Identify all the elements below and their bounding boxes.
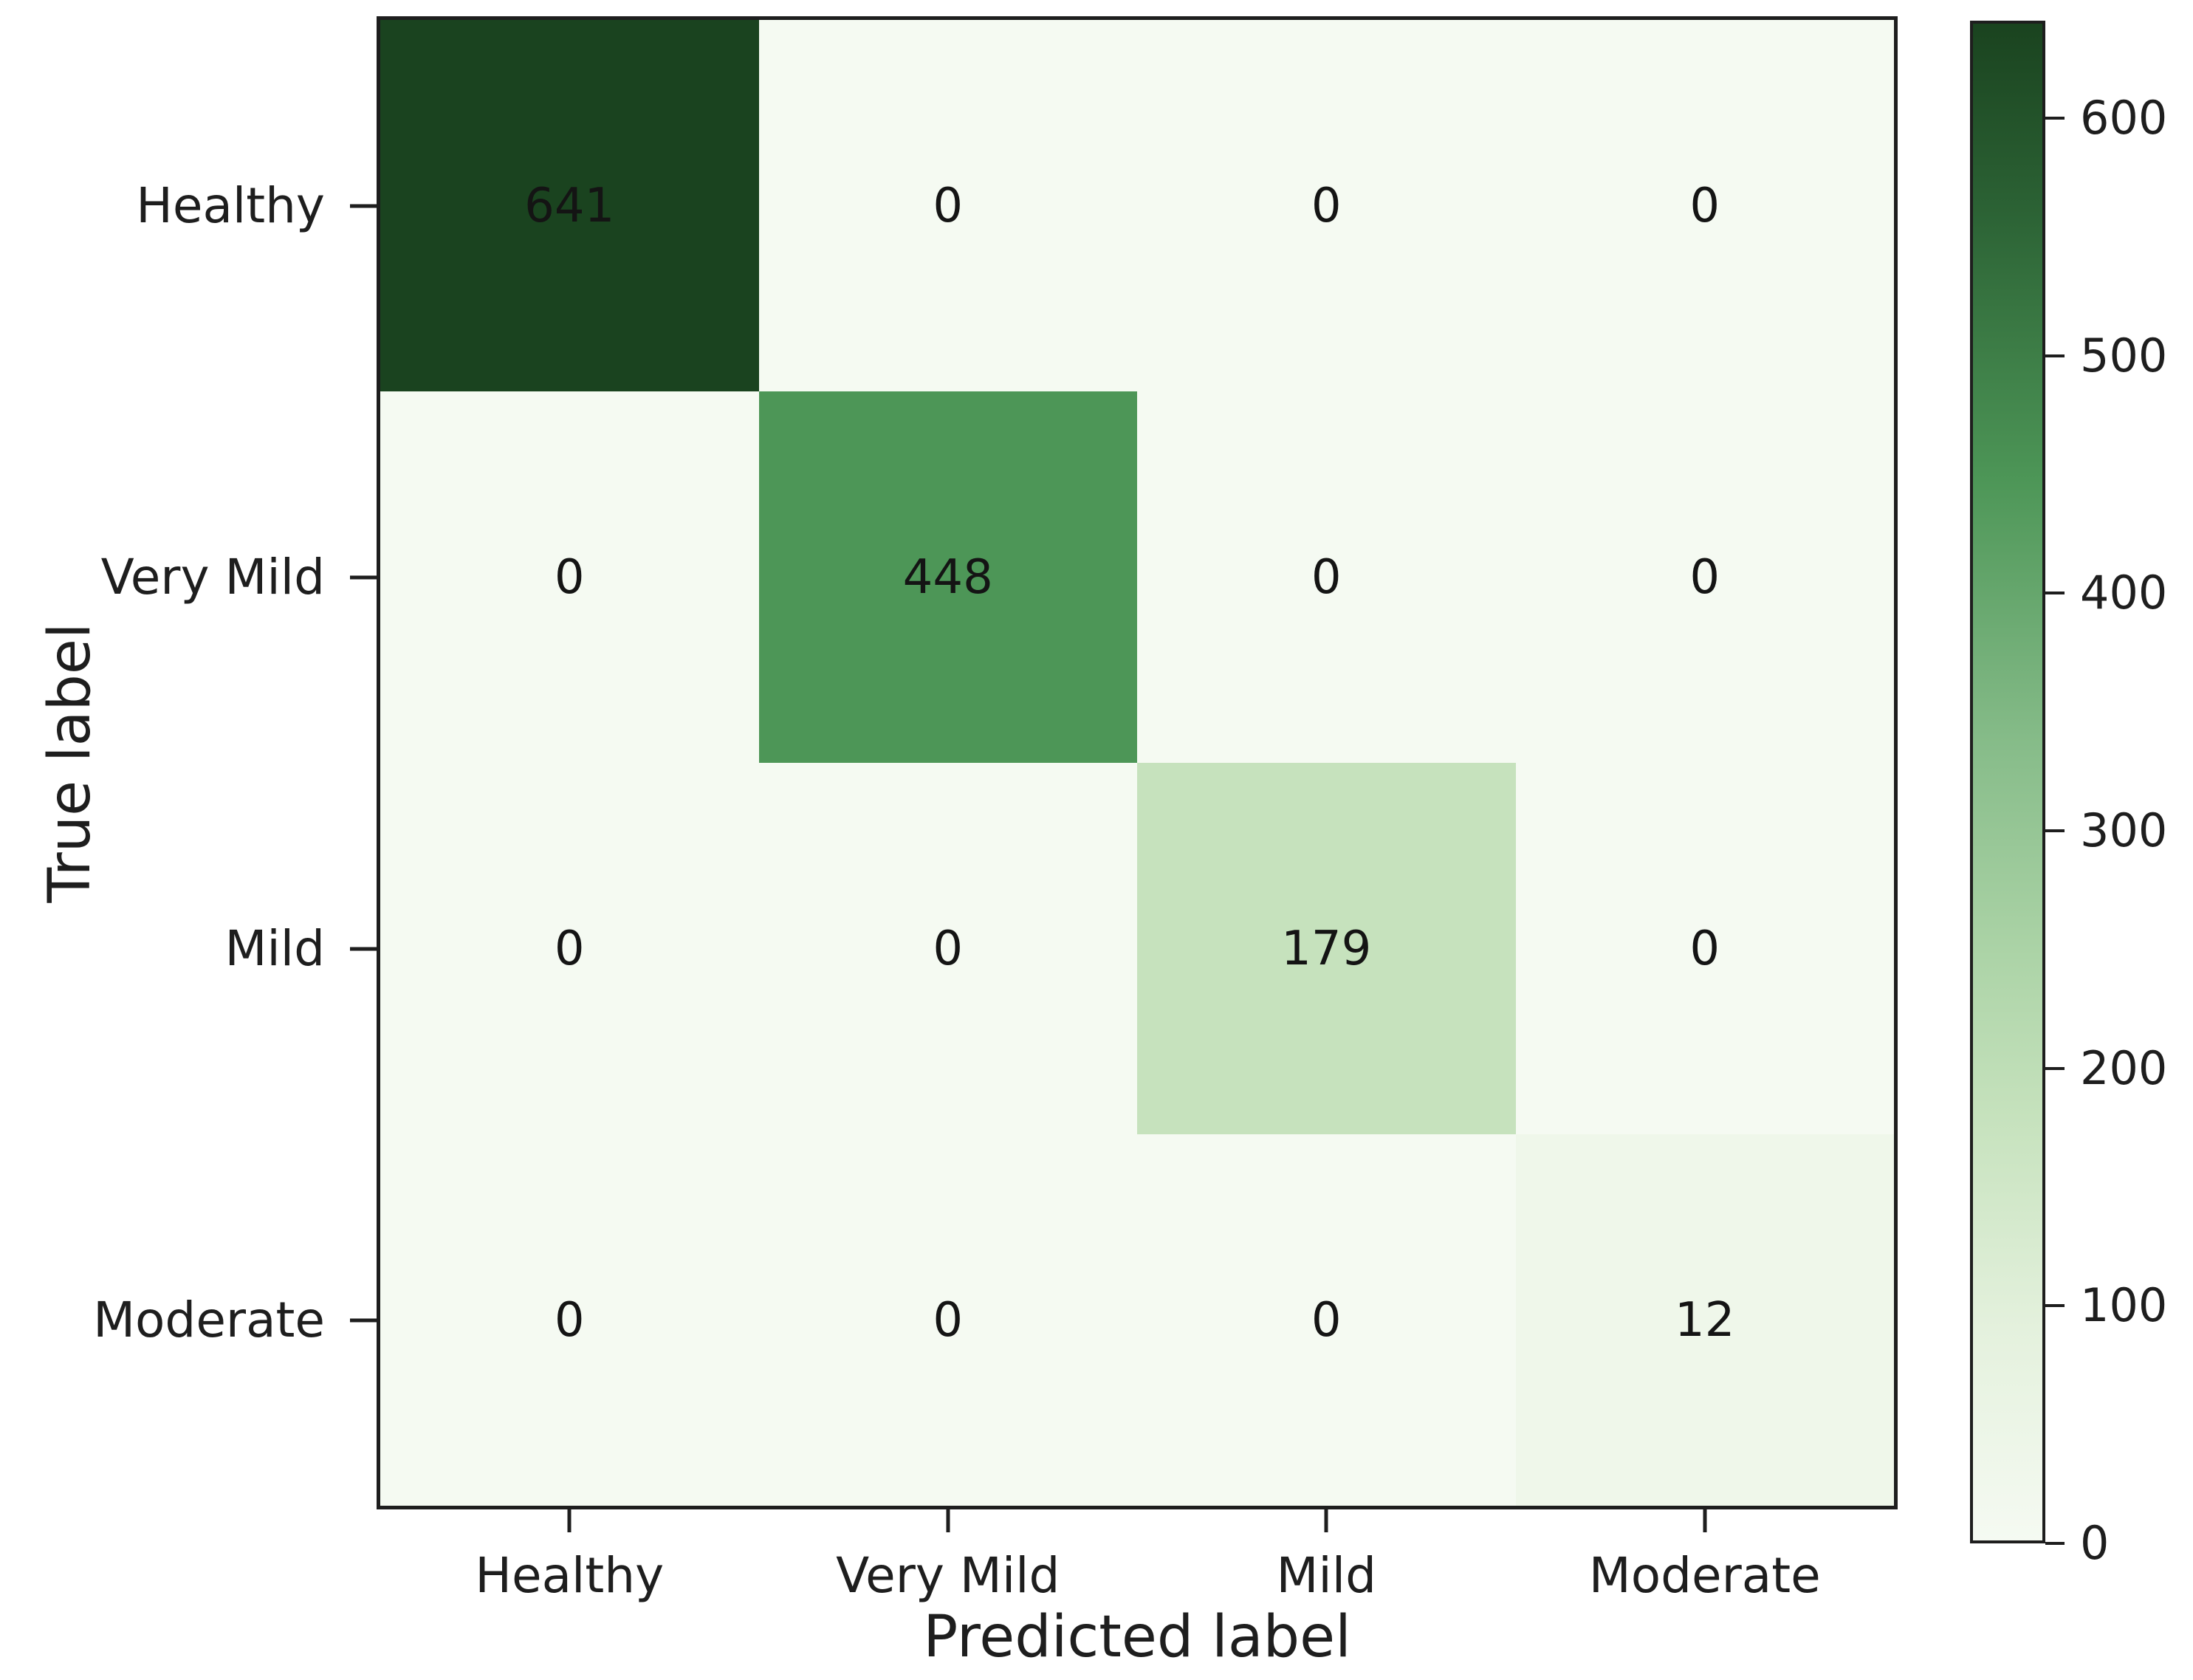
cell-value: 448 (902, 549, 993, 605)
cell-value: 12 (1675, 1292, 1735, 1348)
cell-value: 0 (554, 921, 585, 976)
colorbar-scale: 0 100 200 300 400 500 600 (2045, 21, 2193, 1566)
cell-value: 0 (1689, 549, 1720, 605)
y-tick-label: Mild (224, 919, 325, 977)
y-tick-label: Very Mild (100, 548, 325, 606)
x-tick-label: Very Mild (836, 1547, 1060, 1604)
heatmap-cell (1137, 20, 1516, 391)
heatmap-cell (1137, 763, 1516, 1134)
colorbar-tick-mark (2045, 829, 2065, 832)
y-tick-mark (350, 204, 377, 208)
heatmap-cell (758, 20, 1137, 391)
y-tick-label: Healthy (136, 176, 325, 234)
heatmap-cell (1137, 391, 1516, 763)
heatmap-cell (1515, 763, 1894, 1134)
heatmap-cell (758, 391, 1137, 763)
colorbar-tick-mark (2045, 116, 2065, 120)
heatmap-cell (380, 20, 759, 391)
colorbar-tick-label: 200 (2080, 1040, 2168, 1095)
heatmap-cell (380, 763, 759, 1134)
x-tick-label: Healthy (475, 1547, 665, 1604)
colorbar-tick-label: 100 (2080, 1278, 2168, 1333)
heatmap-cell (1515, 391, 1894, 763)
heatmap-cell (380, 391, 759, 763)
heatmap-grid (380, 20, 1894, 1506)
y-tick-mark (350, 1318, 377, 1322)
x-tick-label: Mild (1276, 1547, 1377, 1604)
colorbar (1970, 21, 2045, 1543)
heatmap-cell (1515, 1134, 1894, 1506)
y-tick-mark (350, 947, 377, 950)
colorbar-tick-mark (2045, 354, 2065, 357)
cell-value: 0 (933, 178, 964, 233)
cell-value: 0 (1689, 178, 1720, 233)
cell-value: 0 (1311, 1292, 1342, 1348)
colorbar-tick-label: 0 (2080, 1516, 2110, 1570)
cell-value: 0 (1311, 178, 1342, 233)
colorbar-tick-label: 600 (2080, 90, 2168, 145)
heatmap-cell (758, 763, 1137, 1134)
cell-value: 0 (554, 549, 585, 605)
y-axis-title: True label (37, 623, 103, 903)
heatmap-cell (1137, 1134, 1516, 1506)
heatmap-cell (380, 1134, 759, 1506)
cell-value: 179 (1281, 921, 1372, 976)
cell-value: 0 (1311, 549, 1342, 605)
x-tick-mark (567, 1506, 572, 1532)
y-tick-label: Moderate (93, 1291, 325, 1348)
cell-value: 0 (933, 921, 964, 976)
x-tick-label: Moderate (1588, 1547, 1821, 1604)
colorbar-tick-label: 400 (2080, 566, 2168, 620)
x-axis-title: Predicted label (923, 1604, 1351, 1670)
colorbar-tick-label: 500 (2080, 328, 2168, 383)
cell-value: 641 (524, 178, 615, 233)
colorbar-tick-mark (2045, 1542, 2065, 1545)
cell-value: 0 (554, 1292, 585, 1348)
heatmap-cell (1515, 20, 1894, 391)
x-tick-mark (1324, 1506, 1328, 1532)
heatmap-cell (758, 1134, 1137, 1506)
heatmap-plot-area: 641 0 0 0 0 448 0 0 0 0 179 0 0 0 0 12 Healthy Very Mild… (93, 16, 1898, 1600)
colorbar-tick-label: 300 (2080, 803, 2168, 857)
cell-value: 0 (933, 1292, 964, 1348)
x-tick-mark (1703, 1506, 1707, 1532)
colorbar-tick-mark (2045, 1066, 2065, 1070)
cell-value: 0 (1689, 921, 1720, 976)
colorbar-tick-mark (2045, 1304, 2065, 1308)
x-tick-mark (946, 1506, 950, 1532)
y-tick-mark (350, 575, 377, 579)
colorbar-tick-mark (2045, 592, 2065, 595)
